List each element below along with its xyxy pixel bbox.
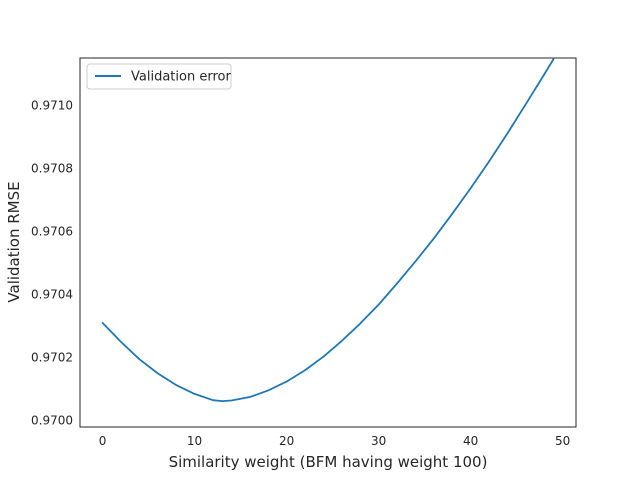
x-axis-title: Similarity weight (BFM having weight 100…	[169, 453, 488, 471]
legend-label: Validation error	[131, 70, 231, 85]
x-axis-ticks: 0 10 20 30 40 50	[99, 434, 571, 448]
y-tick-label: 0.9704	[31, 288, 73, 302]
series-line-validation-error	[101, 58, 555, 403]
x-tick-label: 0	[99, 434, 107, 448]
y-axis-ticks: 0.9700 0.9702 0.9704 0.9706 0.9708 0.9710	[31, 98, 73, 427]
y-tick-label: 0.9710	[31, 98, 73, 112]
y-tick-label: 0.9700	[31, 414, 73, 428]
x-tick-label: 50	[555, 434, 570, 448]
y-tick-label: 0.9706	[31, 224, 73, 238]
x-tick-label: 30	[371, 434, 386, 448]
y-tick-label: 0.9702	[31, 351, 73, 365]
y-axis-title: Validation RMSE	[5, 181, 23, 302]
legend-box	[86, 63, 232, 90]
x-tick-label: 20	[279, 434, 294, 448]
plot-frame	[79, 57, 577, 428]
plot-area	[79, 57, 577, 428]
legend: Validation error	[86, 63, 232, 90]
x-tick-label: 10	[187, 434, 202, 448]
y-tick-label: 0.9708	[31, 161, 73, 175]
x-tick-label: 40	[463, 434, 478, 448]
